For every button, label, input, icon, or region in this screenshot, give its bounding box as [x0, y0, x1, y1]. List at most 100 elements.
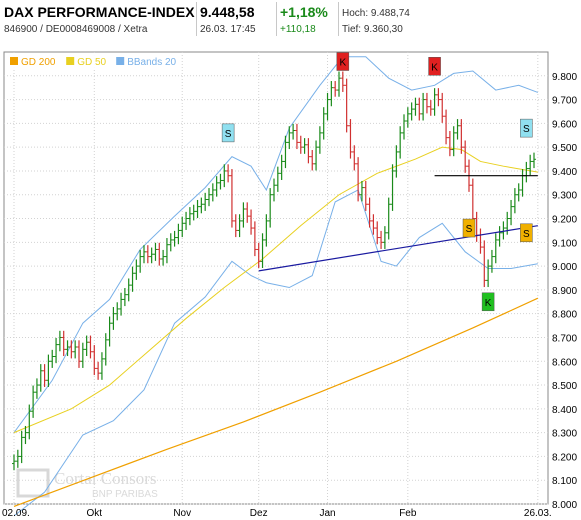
legend-item: GD 200 — [10, 57, 56, 68]
ohlc-bar — [489, 249, 494, 273]
ohlc-bar — [306, 138, 311, 164]
ohlc-bar — [77, 340, 81, 368]
watermark-brand: Cortal Consors — [54, 469, 156, 488]
ohlc-bar — [268, 188, 273, 228]
ohlc-bar — [421, 92, 426, 121]
ohlc-bar — [157, 242, 162, 266]
ohlc-bar — [329, 81, 334, 107]
ohlc-bar — [12, 454, 16, 471]
ohlc-bar — [283, 135, 288, 169]
ohlc-bar — [134, 259, 139, 280]
signal-box — [481, 292, 495, 312]
ohlc-bar — [149, 247, 154, 264]
signal-box — [520, 223, 533, 243]
y-tick-label: 8.500 — [552, 381, 577, 392]
ohlc-bar — [203, 192, 208, 211]
price-timestamp: 26.03. 17:45 — [200, 24, 256, 35]
ohlc-bar — [413, 97, 418, 116]
signal-marker: S — [520, 118, 533, 138]
ohlc-bar — [447, 130, 452, 157]
ohlc-bar — [96, 361, 101, 380]
x-tick-label: Feb — [399, 508, 417, 519]
bbands-lower-line — [13, 189, 538, 517]
y-tick-label: 8.400 — [552, 405, 577, 416]
ohlc-bar — [92, 345, 97, 376]
y-tick-label: 8.300 — [552, 429, 577, 440]
ohlc-bar — [241, 202, 246, 228]
ohlc-bar — [57, 330, 62, 352]
ohlc-bar — [42, 364, 47, 387]
ohlc-bar — [46, 354, 51, 387]
ohlc-bar — [279, 154, 284, 180]
ohlc-bar — [394, 145, 399, 178]
ohlc-bar — [379, 230, 384, 249]
ohlc-bar — [103, 333, 108, 366]
ohlc-bar — [138, 249, 143, 273]
signal-label: S — [225, 129, 232, 140]
ohlc-bar — [142, 245, 146, 264]
ohlc-bar — [73, 340, 78, 359]
y-tick-label: 9.700 — [552, 96, 577, 107]
y-tick-label: 8.800 — [552, 310, 577, 321]
ohlc-bar — [184, 211, 189, 230]
ohlc-bar — [199, 197, 204, 214]
signal-label: S — [523, 124, 530, 135]
ohlc-bar — [367, 197, 372, 228]
ohlc-bar — [291, 123, 296, 140]
ohlc-bar — [405, 107, 410, 128]
ohlc-bar — [356, 157, 361, 202]
ohlc-bar — [218, 173, 223, 190]
ohlc-bar — [302, 138, 307, 154]
signal-marker: K — [428, 57, 441, 76]
ohlc-bar — [38, 364, 43, 392]
ohlc-bar — [409, 102, 414, 121]
legend-swatch — [10, 57, 18, 65]
ohlc-bar — [352, 145, 357, 171]
ohlc-bar — [398, 126, 403, 159]
chart-legend: GD 200 GD 50 BBands 20 — [6, 54, 177, 68]
watermark-logo: Cortal Consors BNP PARIBAS — [16, 468, 158, 500]
ohlc-bar — [130, 266, 135, 292]
ohlc-bar — [294, 123, 299, 150]
legend-swatch — [116, 57, 125, 65]
ohlc-bar — [264, 214, 269, 247]
x-axis: 02.09. Okt Nov Dez Jan Feb 26.03. — [2, 508, 552, 519]
ohlc-bar — [317, 126, 322, 154]
ohlc-bar — [229, 169, 234, 228]
ohlc-bar — [287, 126, 292, 150]
ohlc-bar — [161, 249, 166, 266]
y-tick-label: 9.500 — [552, 143, 577, 154]
ohlc-bar — [275, 166, 280, 192]
ohlc-bar — [61, 330, 66, 357]
bbands-upper-line — [13, 56, 538, 433]
y-tick-label: 9.600 — [552, 119, 577, 130]
ohlc-bar — [237, 214, 242, 238]
ohlc-bar — [256, 242, 261, 269]
indicator-lines — [13, 56, 539, 517]
ohlc-bar — [512, 188, 517, 214]
y-tick-label: 9.100 — [552, 238, 577, 249]
signal-label: K — [485, 298, 492, 309]
y-tick-label: 8.600 — [552, 357, 577, 368]
ohlc-bar — [314, 140, 319, 171]
ohlc-bar — [84, 335, 89, 357]
ohlc-bar — [249, 209, 254, 235]
ohlc-bar — [191, 204, 196, 221]
ohlc-bar — [532, 152, 536, 169]
isin-label: 846900 / DE0008469008 / Xetra — [4, 24, 148, 35]
x-tick-label: 02.09. — [2, 508, 30, 519]
ohlc-bar — [115, 302, 120, 321]
ohlc-bar — [390, 164, 395, 211]
chart-frame — [3, 51, 549, 505]
signal-label: K — [431, 62, 438, 73]
ohlc-bar — [210, 183, 215, 202]
ohlc-bar — [31, 385, 36, 418]
ohlc-bar — [54, 337, 59, 364]
legend-item: GD 50 — [66, 57, 107, 68]
legend-label: GD 200 — [21, 57, 56, 68]
y-tick-label: 8.900 — [552, 286, 577, 297]
ohlc-bar — [80, 342, 85, 368]
ma200-line — [13, 297, 539, 507]
signal-marker: K — [336, 52, 350, 71]
y-tick-label: 8.200 — [552, 452, 577, 463]
